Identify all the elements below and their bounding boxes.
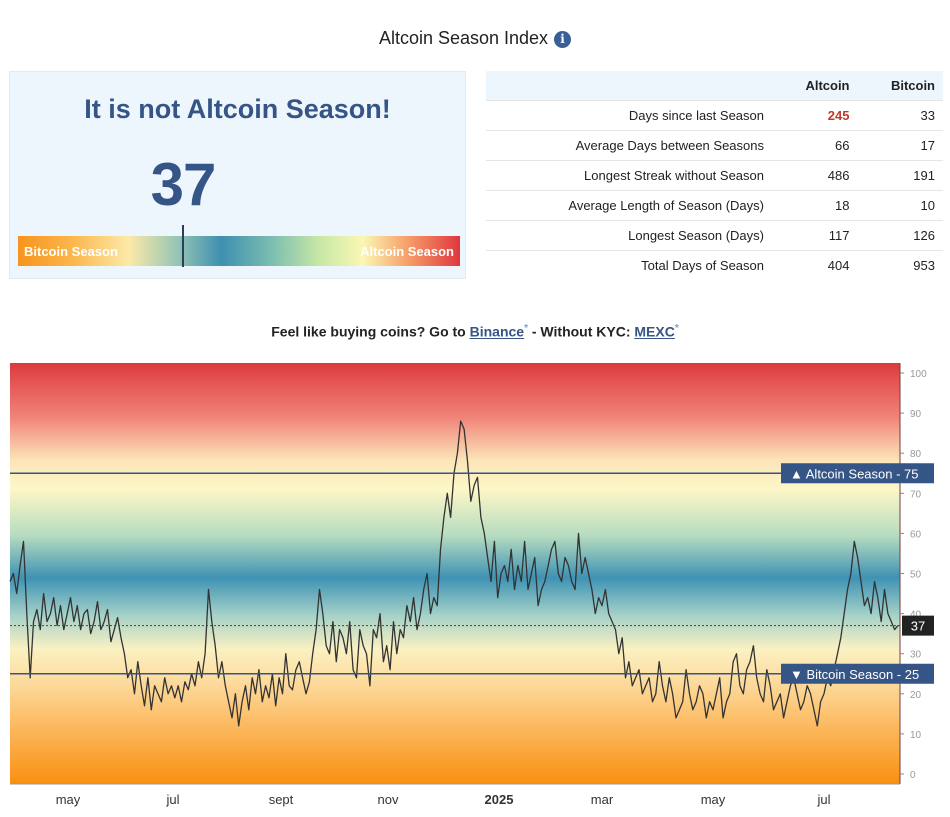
- altcoin-season-threshold-label: ▲ Altcoin Season - 75: [790, 466, 919, 481]
- bitcoin-value: 10: [857, 190, 943, 221]
- bitcoin-value: 17: [857, 130, 943, 161]
- altcoin-value: 117: [772, 220, 858, 251]
- page-title-row: Altcoin Season Index i: [0, 28, 950, 49]
- row-label: Total Days of Season: [486, 250, 772, 280]
- bitcoin-value: 953: [857, 250, 943, 280]
- altcoin-season-label: Altcoin Season: [360, 244, 454, 259]
- x-tick-label: 2025: [485, 792, 514, 807]
- row-label: Days since last Season: [486, 100, 772, 131]
- y-tick-label: 30: [910, 650, 922, 661]
- row-label: Average Days between Seasons: [486, 130, 772, 161]
- altcoin-value: 404: [772, 250, 858, 280]
- table-row: Days since last Season 245 33: [486, 100, 943, 131]
- promo-prefix: Feel like buying coins? Go to: [271, 323, 470, 340]
- x-tick-label: jul: [165, 792, 179, 807]
- threshold-badge: [781, 463, 934, 484]
- promo-middle: - Without KYC:: [527, 323, 635, 340]
- row-label: Longest Streak without Season: [486, 160, 772, 191]
- bitcoin-season-threshold-label: ▼ Bitcoin Season - 25: [790, 667, 919, 682]
- y-tick-label: 90: [910, 409, 922, 420]
- y-tick-label: 20: [910, 690, 922, 701]
- row-label: Average Length of Season (Days): [486, 190, 772, 221]
- stats-header-row: Altcoin Bitcoin: [486, 71, 943, 101]
- info-icon[interactable]: i: [554, 31, 572, 48]
- y-tick-label: 100: [910, 369, 927, 380]
- x-tick-label: nov: [378, 792, 399, 807]
- x-tick-label: may: [701, 792, 726, 807]
- page-title: Altcoin Season Index: [378, 28, 549, 48]
- altcoin-value: 245: [772, 100, 858, 131]
- x-tick-label: may: [56, 792, 81, 807]
- x-tick-label: sept: [269, 792, 294, 807]
- binance-link-asterisk: *: [524, 323, 528, 334]
- altcoin-value: 66: [772, 130, 858, 161]
- season-gauge-panel: It is not Altcoin Season! 37 Bitcoin Sea…: [9, 71, 466, 279]
- y-tick-label: 70: [910, 489, 922, 500]
- y-tick-label: 0: [910, 770, 916, 781]
- season-status: It is not Altcoin Season!: [84, 94, 391, 124]
- table-row: Average Days between Seasons 66 17: [486, 130, 943, 161]
- chart-background: [10, 363, 900, 784]
- threshold-badge: [781, 663, 934, 684]
- x-tick-label: mar: [591, 792, 614, 807]
- promo-banner: Feel like buying coins? Go to Binance* -…: [0, 323, 950, 340]
- bitcoin-season-label: Bitcoin Season: [24, 244, 118, 259]
- stats-header-blank: [486, 71, 772, 101]
- table-row: Longest Streak without Season 486 191: [486, 160, 943, 191]
- y-tick-label: 60: [910, 529, 922, 540]
- table-row: Average Length of Season (Days) 18 10: [486, 190, 943, 221]
- mexc-link-asterisk: *: [674, 323, 679, 334]
- stats-header-bitcoin: Bitcoin: [857, 71, 943, 101]
- current-value-badge: [902, 615, 934, 636]
- mexc-link[interactable]: MEXC: [634, 323, 675, 340]
- bitcoin-value: 126: [857, 220, 943, 251]
- x-tick-label: jul: [816, 792, 830, 807]
- y-tick-label: 40: [910, 610, 922, 621]
- gauge-marker: [181, 225, 184, 267]
- stats-header-altcoin: Altcoin: [772, 71, 858, 101]
- y-tick-label: 10: [910, 730, 922, 741]
- altcoin-value: 18: [772, 190, 858, 221]
- bitcoin-value: 33: [857, 100, 943, 131]
- table-row: Total Days of Season 404 953: [486, 250, 943, 280]
- binance-link[interactable]: Binance: [469, 323, 525, 340]
- row-label: Longest Season (Days): [486, 220, 772, 251]
- chart-plot-area: 0 10 20 30 40 50 60 70 80 90 100 37 ▲ Altcoin Season…: [9, 363, 934, 807]
- index-value: 37: [150, 151, 217, 218]
- altcoin-season-chart[interactable]: 0 10 20 30 40 50 60 70 80 90 100 37 ▲ Altcoin Season…: [0, 360, 950, 817]
- bitcoin-value: 191: [857, 160, 943, 191]
- y-tick-label: 50: [910, 570, 922, 581]
- altcoin-value: 486: [772, 160, 858, 191]
- current-value-label: 37: [911, 619, 925, 634]
- season-gradient-bar: Bitcoin Season Altcoin Season: [18, 236, 460, 266]
- table-row: Longest Season (Days) 117 126: [486, 220, 943, 251]
- y-tick-label: 80: [910, 449, 922, 460]
- season-stats-table: Altcoin Bitcoin Days since last Season 2…: [486, 71, 943, 280]
